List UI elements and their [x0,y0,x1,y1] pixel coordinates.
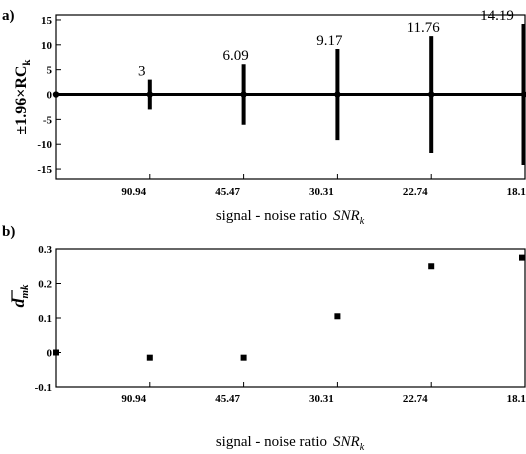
panel-b-x-tick-label: 45.47 [215,393,240,405]
panel-b-point [519,254,525,261]
panel-a-data-label: 9.17 [316,33,343,49]
panel-a-data-label: 3 [138,64,146,80]
panel-b-y-tick-label: 0 [47,348,53,360]
panel-a-zero-point [520,91,526,98]
panel-a-ylabel-sub: k [21,59,33,66]
panel-b-point [428,263,435,270]
panel-a-y-axis: 15 10 5 0 -5 -10 -15 [37,15,61,176]
panel-a-zero-point [146,91,153,98]
panel-a-y-tick-label: -5 [43,114,53,126]
panel-b-point [240,354,247,361]
panel-b-point [146,354,153,361]
panel-b-ylabel-sub: mk [19,284,31,299]
panel-a-x-tick-label: 30.31 [309,186,334,198]
panel-b-x-axis-title: signal - noise ratio SNRk [216,434,365,453]
panel-a-y-tick-label: -15 [37,164,52,176]
panel-b-y-tick-label: 0.1 [38,313,52,325]
panel-b-x-axis: 90.94 45.47 30.31 22.74 18.19 [121,382,526,405]
panel-a: a) 15 10 5 0 -5 -10 -15 90.94 45.47 30.31 22.74 18… [2,8,526,227]
panel-b-y-tick-label: 0.2 [38,279,52,291]
panel-b-x-tick-label: 90.94 [121,393,146,405]
panel-a-y-tick-label: 15 [41,15,53,27]
panel-a-xlabel-main: signal - noise ratio [216,208,327,224]
panel-a-x-tick-label: 18.19 [507,186,526,198]
panel-a-frame [55,14,526,180]
svg-text:±1.96×RCk: ±1.96×RCk [13,59,33,135]
panel-a-y-tick-label: 10 [41,40,53,52]
panel-b-point [53,349,59,356]
panel-b-xlabel-sub: k [360,442,365,453]
panel-a-y-tick-label: 0 [47,90,53,102]
panel-b-ylabel-main: d [8,298,28,308]
panel-a-label: a) [2,8,15,24]
panel-b-x-tick-label: 22.74 [403,393,428,405]
panel-a-y-tick-label: -10 [37,139,52,151]
panel-a-x-tick-label: 90.94 [121,186,146,198]
panel-a-zero-point [334,91,341,98]
panel-a-zero-point [428,91,435,98]
panel-b-label: b) [2,224,15,240]
panel-b-y-axis-title: dmk [8,284,31,308]
panel-b-xlabel-main: signal - noise ratio [216,434,327,450]
panel-a-x-axis: 90.94 45.47 30.31 22.74 18.19 [121,174,526,198]
panel-a-data-label: 14.19 [480,8,514,24]
panel-a-y-axis-title: ±1.96×RCk [13,59,33,135]
panel-a-x-axis-title: signal - noise ratio SNRk [216,208,365,227]
panel-b-marks [53,254,525,361]
panel-a-data-label: 11.76 [407,20,441,36]
panel-a-zero-point [52,91,60,98]
panel-a-x-tick-label: 45.47 [215,186,240,198]
panel-a-ylabel-main: ±1.96×RC [13,66,30,135]
panel-b-frame [55,248,526,388]
panel-b-xlabel-italic: SNR [333,434,360,450]
panel-a-xlabel-italic: SNR [333,208,360,224]
panel-b-x-tick-label: 18.19 [507,393,526,405]
panel-a-x-tick-label: 22.74 [403,186,428,198]
panel-a-data-label: 6.09 [222,48,248,64]
panel-a-y-tick-label: 5 [47,65,53,77]
svg-text:dmk: dmk [8,284,31,308]
panel-a-zero-point [240,91,247,98]
panel-b-x-tick-label: 30.31 [309,393,334,405]
panel-b-point [334,313,341,320]
panel-b: b) 0.3 0.2 0.1 0 -0.1 90.94 45.47 30.31 22.74 18… [2,224,526,453]
panel-a-xlabel-sub: k [360,216,365,227]
panel-b-y-tick-label: -0.1 [35,382,52,394]
panel-a-marks: 3 6.09 9.17 11.76 14.19 [52,8,526,166]
panel-b-y-axis: 0.3 0.2 0.1 0 -0.1 [35,244,61,394]
panel-b-y-tick-label: 0.3 [38,244,52,256]
